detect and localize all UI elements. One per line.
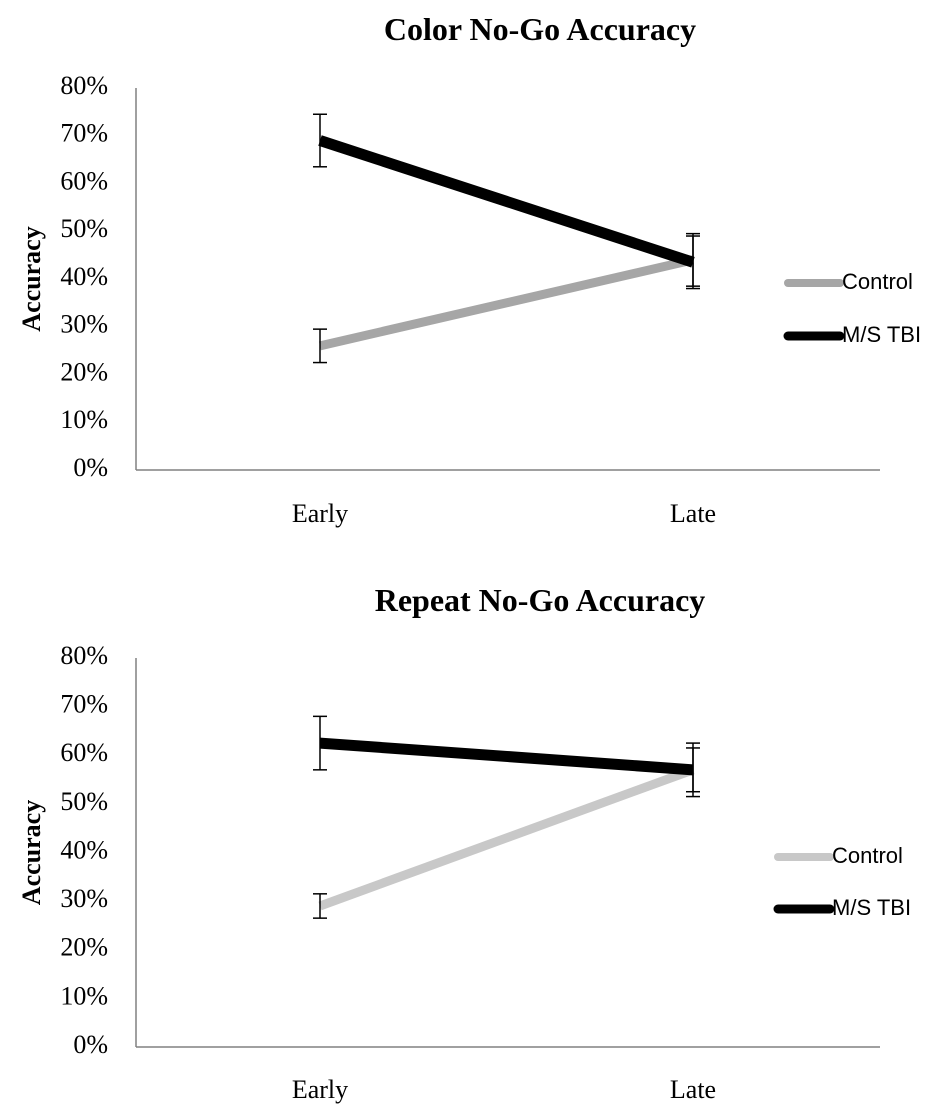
chart2-y-axis-label: Accuracy [17, 800, 46, 905]
chart2-y-tick-label: 40% [60, 835, 108, 864]
chart2-y-tick-label: 80% [60, 641, 108, 670]
chart2-y-tick-label: 50% [60, 787, 108, 816]
chart2-x-tick-label: Late [670, 1075, 716, 1104]
chart1-y-tick-label: 70% [60, 119, 108, 148]
chart1-y-tick-label: 20% [60, 357, 108, 386]
chart1-y-tick-label: 80% [60, 71, 108, 100]
chart1-y-tick-label: 50% [60, 214, 108, 243]
chart1-series-line-m-s-tbi [318, 135, 695, 268]
chart1-y-tick-label: 60% [60, 166, 108, 195]
chart1-y-axis-label: Accuracy [17, 226, 46, 331]
chart1-title: Color No-Go Accuracy [384, 11, 696, 47]
chart2-y-tick-label: 70% [60, 690, 108, 719]
chart1-series-line-control [318, 255, 695, 351]
chart2-title: Repeat No-Go Accuracy [375, 582, 706, 618]
chart1-x-tick-label: Late [670, 499, 716, 528]
chart1-y-tick-label: 30% [60, 310, 108, 339]
chart2-series-line-m-s-tbi [319, 737, 694, 776]
chart1-x-tick-label: Early [292, 499, 348, 528]
chart2-series-line-control [318, 765, 695, 911]
chart2-y-tick-label: 60% [60, 738, 108, 767]
chart2-y-tick-label: 20% [60, 933, 108, 962]
chart2-x-tick-label: Early [292, 1075, 348, 1104]
chart1-y-tick-label: 0% [73, 453, 108, 482]
chart2-legend-label: M/S TBI [832, 895, 911, 920]
chart1-legend-label: M/S TBI [842, 322, 921, 347]
chart2-y-tick-label: 0% [73, 1030, 108, 1059]
chart2-y-tick-label: 30% [60, 884, 108, 913]
chart1-legend-label: Control [842, 269, 913, 294]
chart2-y-tick-label: 10% [60, 981, 108, 1010]
chart2-legend-label: Control [832, 843, 903, 868]
chart1-y-tick-label: 40% [60, 262, 108, 291]
chart1-y-tick-label: 10% [60, 405, 108, 434]
